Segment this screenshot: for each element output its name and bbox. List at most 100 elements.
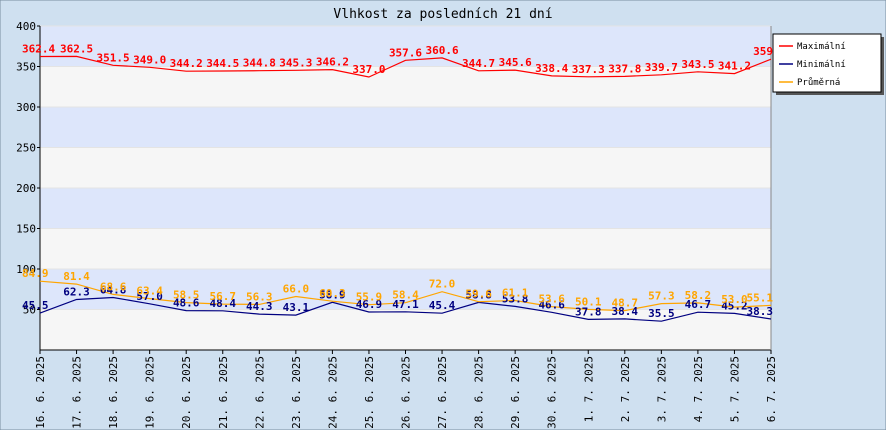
data-label: 57.0 <box>136 290 163 303</box>
data-label: 344.2 <box>170 57 203 70</box>
data-label: 66.0 <box>283 283 310 296</box>
legend-entry: Minimální <box>797 60 846 70</box>
data-label: 58.2 <box>685 289 712 302</box>
x-tick-label: 29. 6. 2025 <box>509 356 522 429</box>
data-label: 337.3 <box>572 63 605 76</box>
data-label: 45.4 <box>429 299 456 312</box>
data-label: 60.3 <box>319 287 346 300</box>
legend-entry: Maximální <box>797 42 846 52</box>
x-tick-label: 17. 6. 2025 <box>71 356 84 429</box>
data-label: 56.7 <box>210 290 237 303</box>
data-label: 344.8 <box>243 57 276 70</box>
chart-title: Vlhkost za posledních 21 dní <box>333 7 552 22</box>
data-label: 64.8 <box>100 284 127 297</box>
data-label: 58.5 <box>173 289 200 302</box>
series-line-1 <box>39 296 772 322</box>
y-tick-label: 400 <box>16 20 36 33</box>
x-tick-label: 25. 6. 2025 <box>363 356 376 429</box>
data-label: 48.7 <box>612 297 639 310</box>
data-label: 345.6 <box>499 56 532 69</box>
data-label: 337.8 <box>608 62 641 75</box>
data-label: 56.3 <box>246 290 273 303</box>
data-label: 339.7 <box>645 61 678 74</box>
x-tick-label: 30. 6. 2025 <box>546 356 559 429</box>
x-tick-label: 19. 6. 2025 <box>144 356 157 429</box>
data-label: 349.0 <box>133 53 166 66</box>
x-tick-label: 3. 7. 2025 <box>655 356 668 422</box>
data-label: 359 <box>753 45 773 58</box>
x-tick-label: 20. 6. 2025 <box>180 356 193 429</box>
data-label: 62.3 <box>63 286 90 299</box>
data-label: 43.1 <box>283 301 310 314</box>
data-label: 346.2 <box>316 56 349 69</box>
data-label: 58.4 <box>392 289 419 302</box>
data-label: 48.6 <box>173 297 200 310</box>
y-tick-label: 300 <box>16 101 36 114</box>
data-label: 44.3 <box>246 300 273 313</box>
data-label: 360.6 <box>425 44 458 57</box>
y-tick-label: 150 <box>16 223 36 236</box>
data-label: 84.9 <box>22 267 49 280</box>
data-label: 58.8 <box>465 288 492 301</box>
data-label: 38.3 <box>747 305 774 318</box>
data-label: 45.2 <box>721 299 748 312</box>
legend: Maximální Minimální Průměrná <box>772 33 884 95</box>
x-tick-label: 1. 7. 2025 <box>582 356 595 422</box>
x-tick-label: 27. 6. 2025 <box>436 356 449 429</box>
data-label: 48.4 <box>210 297 237 310</box>
x-tick-label: 2. 7. 2025 <box>619 356 632 422</box>
data-label: 337.0 <box>352 63 385 76</box>
data-label: 58.9 <box>319 288 346 301</box>
y-tick-label: 100 <box>16 263 36 276</box>
x-tick-label: 24. 6. 2025 <box>326 356 339 429</box>
x-tick-label: 23. 6. 2025 <box>290 356 303 429</box>
y-tick-label: 250 <box>16 142 36 155</box>
data-label: 47.1 <box>392 298 419 311</box>
data-label: 63.4 <box>136 285 163 298</box>
data-label: 362.4 <box>22 42 55 55</box>
data-label: 341.2 <box>718 60 751 73</box>
series-line-0 <box>39 55 772 78</box>
data-label: 37.8 <box>575 305 602 318</box>
data-label: 344.5 <box>206 57 239 70</box>
data-label: 46.6 <box>538 298 565 311</box>
y-tick-label: 50 <box>23 304 36 317</box>
x-tick-label: 21. 6. 2025 <box>217 356 230 429</box>
plot-band <box>40 107 771 148</box>
data-label: 53.6 <box>538 293 565 306</box>
data-label: 45.5 <box>22 299 49 312</box>
data-label: 55.9 <box>356 291 383 304</box>
data-label: 55.1 <box>747 291 774 304</box>
y-tick-label: 350 <box>16 61 36 74</box>
data-label: 351.5 <box>97 51 130 64</box>
data-label: 35.5 <box>648 307 675 320</box>
data-label: 338.4 <box>535 62 568 75</box>
data-label: 53.0 <box>721 293 748 306</box>
x-tick-label: 22. 6. 2025 <box>253 356 266 429</box>
x-tick-label: 26. 6. 2025 <box>400 356 413 429</box>
data-label: 59.6 <box>465 288 492 301</box>
data-label: 38.4 <box>612 305 639 318</box>
series-line-2 <box>39 280 772 312</box>
data-label: 345.3 <box>279 56 312 69</box>
x-tick-label: 18. 6. 2025 <box>107 356 120 429</box>
plot-band <box>40 188 771 229</box>
data-label: 50.1 <box>575 295 602 308</box>
data-label: 81.4 <box>63 270 90 283</box>
legend-entry: Průměrná <box>797 77 840 88</box>
data-label: 46.7 <box>685 298 712 311</box>
data-label: 72.0 <box>429 278 456 291</box>
data-label: 343.5 <box>681 58 714 71</box>
data-label: 57.3 <box>648 290 675 303</box>
data-label: 53.8 <box>502 292 529 305</box>
data-label: 46.9 <box>356 298 383 311</box>
data-label: 344.7 <box>462 57 495 70</box>
x-tick-label: 28. 6. 2025 <box>473 356 486 429</box>
data-label: 61.1 <box>502 287 529 300</box>
data-label: 362.5 <box>60 42 93 55</box>
data-label: 357.6 <box>389 46 422 59</box>
data-label: 68.6 <box>100 280 127 293</box>
x-tick-label: 16. 6. 2025 <box>34 356 47 429</box>
x-tick-label: 5. 7. 2025 <box>728 356 741 422</box>
